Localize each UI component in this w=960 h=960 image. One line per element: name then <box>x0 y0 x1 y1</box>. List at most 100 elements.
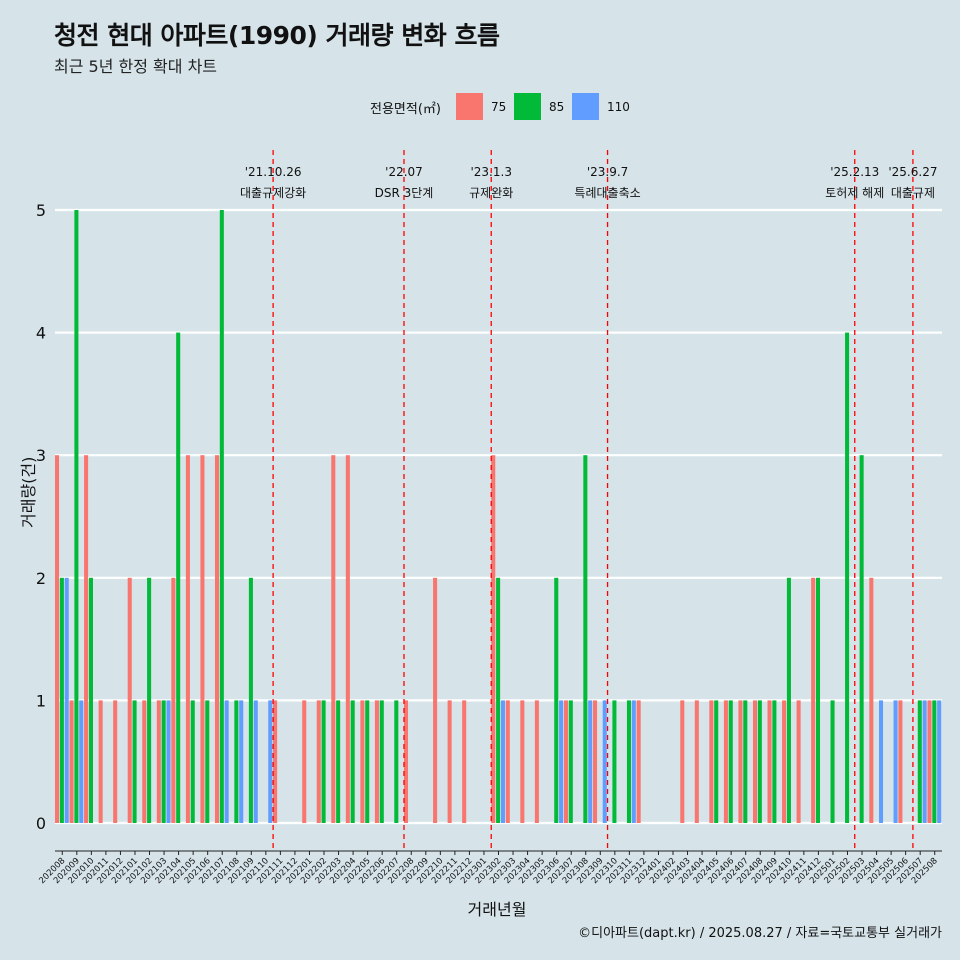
bar-75-202307 <box>563 700 568 823</box>
bar-85-202501 <box>830 700 835 823</box>
bar-110-202311 <box>631 700 636 823</box>
event-label-4: 토허제 해제 <box>825 186 884 200</box>
event-label-3: 특례대출축소 <box>574 186 640 200</box>
bar-85-202102 <box>147 577 152 823</box>
bar-110-202302 <box>500 700 505 823</box>
legend-swatch-110 <box>572 93 599 120</box>
bar-75-202105 <box>185 455 190 823</box>
bar-75-202309 <box>593 700 598 823</box>
bar-85-202008 <box>59 577 64 823</box>
bar-110-202306 <box>559 700 564 823</box>
bar-85-202408 <box>757 700 762 823</box>
bar-110-202504 <box>878 700 884 823</box>
bar-75-202305 <box>534 700 539 823</box>
bar-85-202310 <box>612 700 617 823</box>
bar-75-202403 <box>680 700 685 823</box>
event-date-2: '23.1.3 <box>470 165 511 179</box>
bar-85-202406 <box>728 700 733 823</box>
bar-75-202410 <box>782 700 787 823</box>
bar-75-202406 <box>723 700 728 823</box>
y-tick-label-2: 2 <box>36 569 46 588</box>
bar-110-202107 <box>224 700 229 823</box>
bar-85-202207 <box>394 700 399 823</box>
bar-110-202008 <box>64 577 69 823</box>
legend-label-75: 75 <box>491 100 507 114</box>
bar-85-202308 <box>583 455 588 823</box>
bar-75-202202 <box>316 700 321 823</box>
legend-title: 전용면적(㎡) <box>370 102 441 117</box>
event-date-1: '22.07 <box>385 165 423 179</box>
bar-85-202109 <box>248 577 253 823</box>
bar-110-202109 <box>253 700 258 823</box>
bar-75-202408 <box>752 700 758 823</box>
bar-75-202201 <box>302 700 307 823</box>
bar-75-202405 <box>709 700 714 823</box>
chart-title: 청전 현대 아파트(1990) 거래량 변화 흐름 <box>54 21 500 50</box>
bar-85-202410 <box>786 577 791 823</box>
bar-85-202104 <box>176 332 181 823</box>
bar-75-202011 <box>98 700 103 823</box>
source-caption: ©디아파트(dapt.kr) / 2025.08.27 / 자료=국토교통부 실… <box>578 926 942 941</box>
bar-75-202107 <box>214 455 219 823</box>
bar-75-202210 <box>433 577 438 823</box>
bar-75-202304 <box>520 700 525 823</box>
bar-75-202504 <box>869 577 874 823</box>
bar-110-202009 <box>79 700 84 823</box>
bar-75-202303 <box>505 700 510 823</box>
bar-75-202012 <box>113 700 118 823</box>
bar-85-202502 <box>845 332 850 823</box>
bar-85-202206 <box>379 700 384 823</box>
event-label-2: 규제완화 <box>469 186 513 200</box>
bar-85-202103 <box>161 700 166 823</box>
bar-110-202309 <box>602 700 607 823</box>
bar-110-202103 <box>166 700 171 823</box>
bar-75-202111 <box>273 700 278 823</box>
bar-75-202009 <box>69 700 74 823</box>
bar-85-202203 <box>336 700 341 823</box>
bar-110-202508 <box>937 700 942 823</box>
bar-75-202103 <box>156 700 161 823</box>
bar-85-202306 <box>554 577 559 823</box>
y-tick-label-4: 4 <box>36 324 46 343</box>
legend-label-110: 110 <box>607 100 630 114</box>
bar-75-202302 <box>491 455 496 823</box>
y-tick-label-3: 3 <box>36 446 46 465</box>
bar-85-202204 <box>350 700 355 823</box>
bar-110-202110 <box>268 700 273 823</box>
bar-75-202208 <box>403 700 409 823</box>
bar-75-202508 <box>927 700 932 823</box>
bar-85-202108 <box>234 700 239 823</box>
event-label-5: 대출규제 <box>891 186 935 200</box>
bar-85-202412 <box>815 577 821 823</box>
bar-110-202507 <box>922 700 927 823</box>
bar-75-202407 <box>738 700 743 823</box>
bar-85-202405 <box>714 700 719 823</box>
bar-110-202505 <box>893 700 898 823</box>
bar-85-202107 <box>219 210 224 823</box>
y-tick-label-1: 1 <box>36 691 46 710</box>
bar-85-202307 <box>568 700 573 823</box>
bar-85-202507 <box>917 700 922 823</box>
bar-75-202101 <box>127 577 132 823</box>
legend-label-85: 85 <box>549 100 565 114</box>
event-date-3: '23.9.7 <box>587 165 628 179</box>
bar-85-202508 <box>932 700 937 823</box>
y-tick-label-0: 0 <box>36 814 46 833</box>
bar-75-202010 <box>84 455 89 823</box>
event-label-1: DSR 3단계 <box>375 186 434 200</box>
bar-75-202212 <box>462 700 467 823</box>
bar-85-202105 <box>190 700 195 823</box>
bar-75-202409 <box>767 700 772 823</box>
bar-85-202101 <box>132 700 137 823</box>
bar-85-202205 <box>365 700 370 823</box>
bar-75-202204 <box>345 455 350 823</box>
bar-75-202102 <box>142 700 147 823</box>
chart-subtitle: 최근 5년 한정 확대 차트 <box>54 57 218 76</box>
bar-75-202206 <box>374 700 379 823</box>
bar-85-202503 <box>859 455 864 823</box>
legend-swatch-75 <box>456 93 483 120</box>
x-axis-label: 거래년월 <box>467 900 527 919</box>
bar-75-202106 <box>200 455 205 823</box>
bar-75-202404 <box>694 700 699 823</box>
